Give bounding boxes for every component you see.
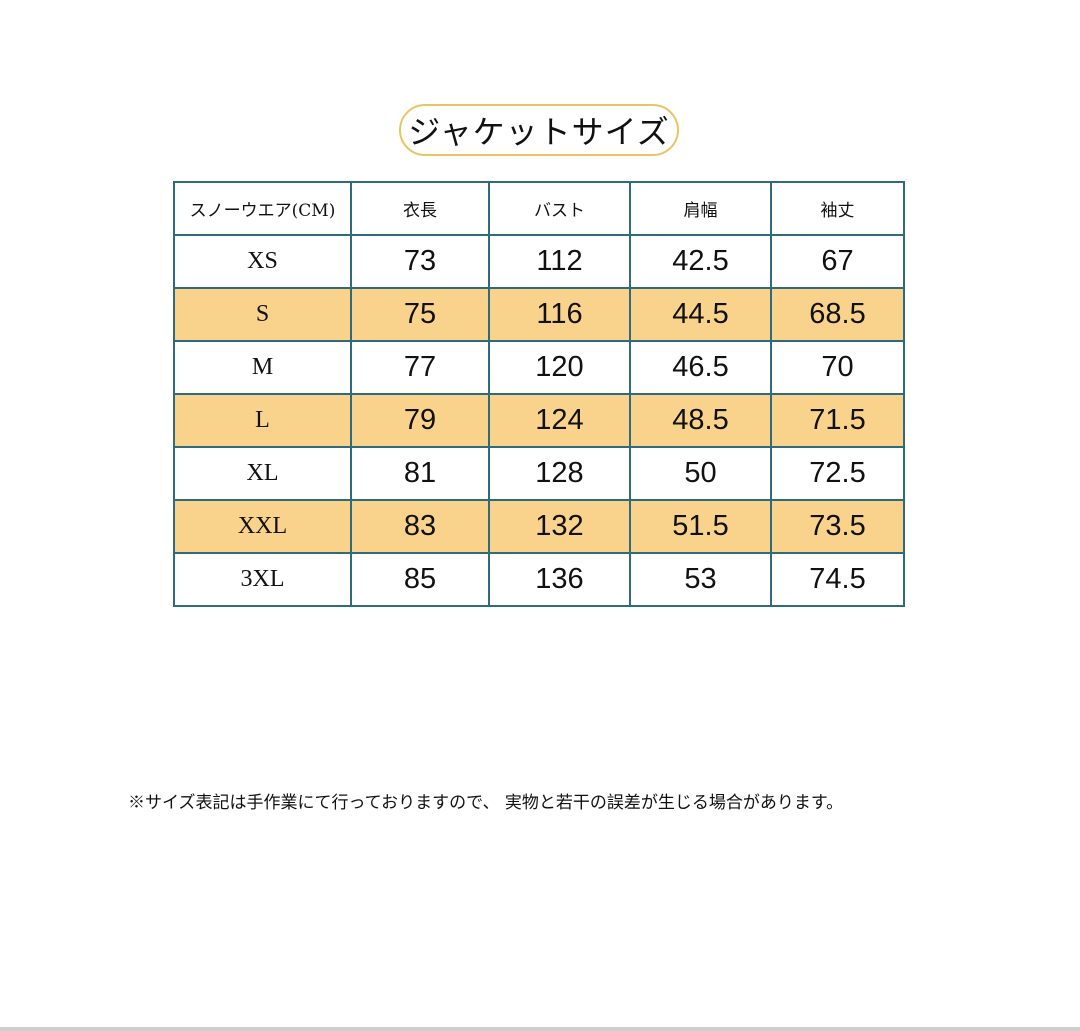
measurement-cell: 50: [629, 446, 772, 501]
measurement-cell: 73: [350, 234, 490, 289]
header-size: スノーウエア(CM): [173, 181, 352, 236]
measurement-cell: 132: [488, 499, 631, 554]
measurement-cell: 42.5: [629, 234, 772, 289]
measurement-cell: 67: [770, 234, 905, 289]
measurement-cell: 48.5: [629, 393, 772, 448]
measurement-cell: 116: [488, 287, 631, 342]
size-chart-title: ジャケットサイズ: [399, 104, 679, 156]
measurement-cell: 112: [488, 234, 631, 289]
measurement-cell: 85: [350, 552, 490, 607]
size-cell: 3XL: [173, 552, 352, 607]
size-note: ※サイズ表記は手作業にて行っておりますので、 実物と若干の誤差が生じる場合があり…: [128, 793, 844, 813]
table-row: M 77 120 46.5 70: [173, 340, 905, 395]
measurement-cell: 71.5: [770, 393, 905, 448]
size-cell: XL: [173, 446, 352, 501]
measurement-cell: 68.5: [770, 287, 905, 342]
measurement-cell: 79: [350, 393, 490, 448]
measurement-cell: 72.5: [770, 446, 905, 501]
measurement-cell: 53: [629, 552, 772, 607]
size-cell: XS: [173, 234, 352, 289]
header-bust: バスト: [488, 181, 631, 236]
header-sleeve: 袖丈: [770, 181, 905, 236]
measurement-cell: 128: [488, 446, 631, 501]
measurement-cell: 136: [488, 552, 631, 607]
table-header-row: スノーウエア(CM) 衣長 バスト 肩幅 袖丈: [173, 181, 905, 236]
measurement-cell: 124: [488, 393, 631, 448]
table-row: 3XL 85 136 53 74.5: [173, 552, 905, 607]
measurement-cell: 120: [488, 340, 631, 395]
measurement-cell: 75: [350, 287, 490, 342]
size-cell: L: [173, 393, 352, 448]
measurement-cell: 46.5: [629, 340, 772, 395]
table-row: XL 81 128 50 72.5: [173, 446, 905, 501]
header-shoulder: 肩幅: [629, 181, 772, 236]
measurement-cell: 73.5: [770, 499, 905, 554]
size-cell: XXL: [173, 499, 352, 554]
table-row: XS 73 112 42.5 67: [173, 234, 905, 289]
table-row: L 79 124 48.5 71.5: [173, 393, 905, 448]
measurement-cell: 83: [350, 499, 490, 554]
size-cell: S: [173, 287, 352, 342]
table-row: S 75 116 44.5 68.5: [173, 287, 905, 342]
divider: [0, 1027, 1080, 1031]
measurement-cell: 51.5: [629, 499, 772, 554]
size-table: スノーウエア(CM) 衣長 バスト 肩幅 袖丈 XS 73 112 42.5 67 S 75…: [173, 181, 905, 607]
size-cell: M: [173, 340, 352, 395]
measurement-cell: 77: [350, 340, 490, 395]
measurement-cell: 81: [350, 446, 490, 501]
measurement-cell: 44.5: [629, 287, 772, 342]
measurement-cell: 74.5: [770, 552, 905, 607]
measurement-cell: 70: [770, 340, 905, 395]
table-row: XXL 83 132 51.5 73.5: [173, 499, 905, 554]
header-length: 衣長: [350, 181, 490, 236]
